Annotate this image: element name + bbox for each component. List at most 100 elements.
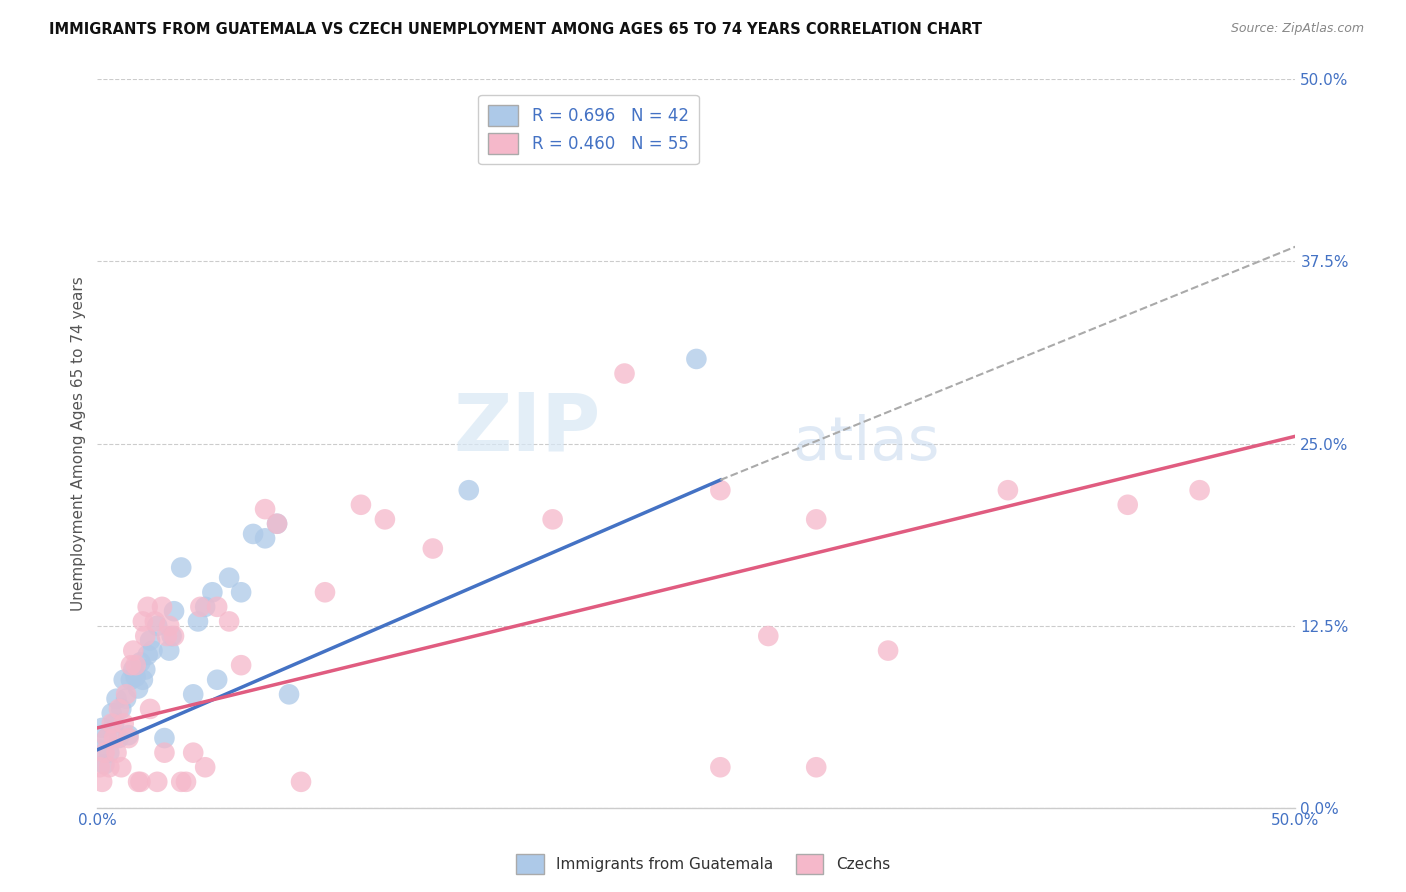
Point (110, 760, 132, 774)
Point (170, 560, 193, 574)
Legend: Immigrants from Guatemala, Czechs: Immigrants from Guatemala, Czechs (510, 848, 896, 880)
Point (89, 760, 111, 774)
Point (134, 663, 156, 677)
Point (201, 585, 224, 599)
Point (242, 527, 264, 541)
Y-axis label: Unemployment Among Ages 65 to 74 years: Unemployment Among Ages 65 to 74 years (72, 277, 86, 611)
Point (685, 351, 707, 366)
Point (266, 516, 288, 531)
Point (156, 629, 179, 643)
Point (756, 629, 779, 643)
Point (117, 728, 139, 742)
Text: ZIP: ZIP (453, 390, 600, 468)
Point (105, 691, 128, 706)
Point (125, 670, 148, 684)
Point (806, 512, 828, 526)
Point (806, 760, 828, 774)
Legend: R = 0.696   N = 42, R = 0.460   N = 55: R = 0.696 N = 42, R = 0.460 N = 55 (478, 95, 699, 164)
Point (157, 619, 180, 633)
Point (153, 746, 176, 760)
Point (132, 673, 155, 687)
Point (194, 599, 217, 614)
Point (374, 512, 396, 526)
Point (112, 716, 135, 731)
Point (129, 774, 152, 789)
Point (187, 615, 209, 629)
Point (91, 774, 114, 789)
Point (115, 687, 138, 701)
Point (143, 615, 166, 629)
Point (136, 599, 159, 614)
Point (108, 731, 131, 745)
Point (112, 673, 135, 687)
Point (174, 774, 197, 789)
Point (103, 731, 125, 745)
Point (98, 746, 121, 760)
Point (229, 658, 252, 673)
Point (98, 760, 121, 774)
Point (100, 716, 122, 731)
Point (96, 731, 118, 745)
Point (457, 483, 479, 498)
Point (139, 702, 162, 716)
Point (125, 658, 148, 673)
Point (205, 599, 228, 614)
Point (613, 367, 636, 381)
Point (997, 483, 1019, 498)
Point (91, 721, 114, 735)
Point (266, 516, 288, 531)
Point (157, 643, 180, 657)
Point (190, 599, 212, 614)
Point (115, 691, 138, 706)
Point (1116, 498, 1139, 512)
Point (422, 541, 444, 556)
Point (132, 615, 155, 629)
Point (218, 571, 240, 585)
Point (120, 673, 142, 687)
Text: Source: ZipAtlas.com: Source: ZipAtlas.com (1230, 22, 1364, 36)
Point (163, 629, 186, 643)
Point (96, 731, 118, 745)
Text: atlas: atlas (792, 414, 939, 473)
Point (350, 498, 373, 512)
Point (254, 531, 277, 545)
Point (93, 757, 115, 772)
Point (290, 774, 312, 789)
Point (103, 716, 125, 731)
Point (205, 673, 228, 687)
Point (122, 643, 145, 657)
Point (1188, 483, 1211, 498)
Point (136, 648, 159, 662)
Point (93, 746, 115, 760)
Point (146, 619, 169, 633)
Point (163, 604, 186, 618)
Point (105, 746, 128, 760)
Point (709, 760, 731, 774)
Point (134, 629, 156, 643)
Point (181, 687, 204, 701)
Point (150, 599, 173, 614)
Text: IMMIGRANTS FROM GUATEMALA VS CZECH UNEMPLOYMENT AMONG AGES 65 TO 74 YEARS CORREL: IMMIGRANTS FROM GUATEMALA VS CZECH UNEMP… (49, 22, 983, 37)
Point (146, 774, 169, 789)
Point (108, 702, 131, 716)
Point (170, 774, 193, 789)
Point (194, 760, 217, 774)
Point (218, 615, 240, 629)
Point (100, 706, 122, 721)
Point (278, 687, 301, 701)
Point (153, 731, 176, 745)
Point (117, 731, 139, 745)
Point (127, 681, 149, 696)
Point (141, 643, 163, 657)
Point (877, 643, 900, 657)
Point (127, 774, 149, 789)
Point (709, 483, 731, 498)
Point (229, 585, 252, 599)
Point (89, 743, 111, 757)
Point (122, 663, 145, 677)
Point (120, 658, 142, 673)
Point (181, 746, 204, 760)
Point (129, 655, 152, 669)
Point (160, 629, 183, 643)
Point (314, 585, 336, 599)
